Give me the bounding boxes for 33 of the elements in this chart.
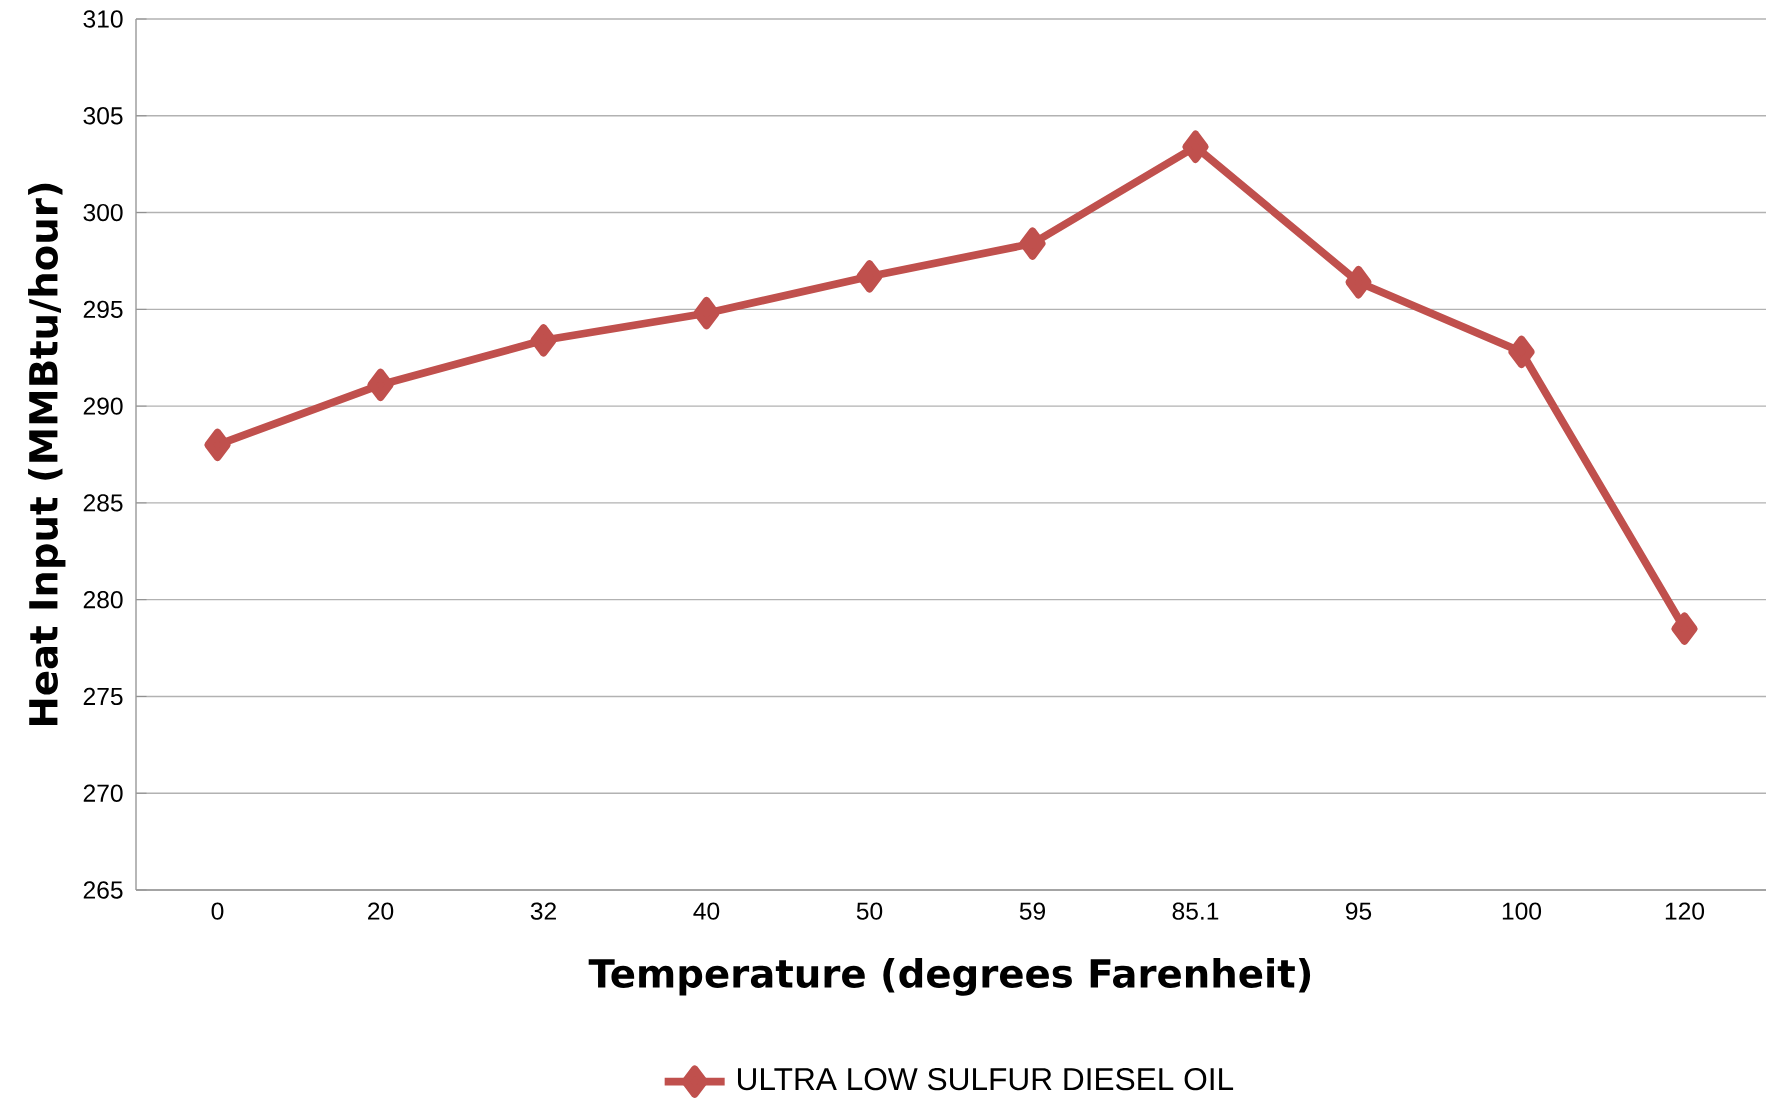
point	[856, 260, 883, 293]
y-tick-label: 300	[83, 203, 123, 222]
y-tick-label: 280	[83, 590, 123, 609]
point	[367, 368, 394, 401]
point	[1508, 335, 1535, 369]
y-tick-label: 285	[83, 494, 123, 512]
y-tick-label: 305	[83, 107, 123, 125]
x-tick-label: 95	[1345, 902, 1372, 920]
y-tick-label: 275	[83, 687, 123, 706]
point	[1671, 612, 1698, 645]
x-axis-title: Temperature (degrees Farenheit)	[588, 958, 1311, 996]
y-tick-label: 265	[83, 881, 123, 899]
x-tick-label: 100	[1502, 902, 1542, 920]
y-tick-label: 290	[83, 397, 123, 415]
x-tick-label: 120	[1665, 902, 1705, 920]
legend-label: ULTRA LOW SULFUR DIESEL OIL	[737, 1067, 1234, 1091]
point	[693, 297, 720, 330]
x-tick-label: 59	[1019, 902, 1046, 920]
x-tick-label: 32	[530, 902, 556, 920]
point	[1019, 227, 1046, 260]
y-tick-label: 310	[83, 10, 123, 28]
point	[204, 428, 231, 461]
x-tick-label: 50	[856, 902, 883, 920]
x-tick-label: 85.1	[1172, 902, 1219, 920]
x-tick-label: 20	[368, 902, 394, 920]
point	[1182, 130, 1209, 163]
point	[530, 324, 557, 357]
x-tick-label: 0	[211, 902, 224, 920]
y-tick-label: 270	[83, 784, 123, 802]
y-axis-title: Heat Input (MMBtu/hour)	[28, 183, 66, 726]
x-tick-label: 40	[693, 902, 720, 920]
point	[1345, 266, 1372, 299]
y-tick-label: 295	[83, 300, 123, 319]
